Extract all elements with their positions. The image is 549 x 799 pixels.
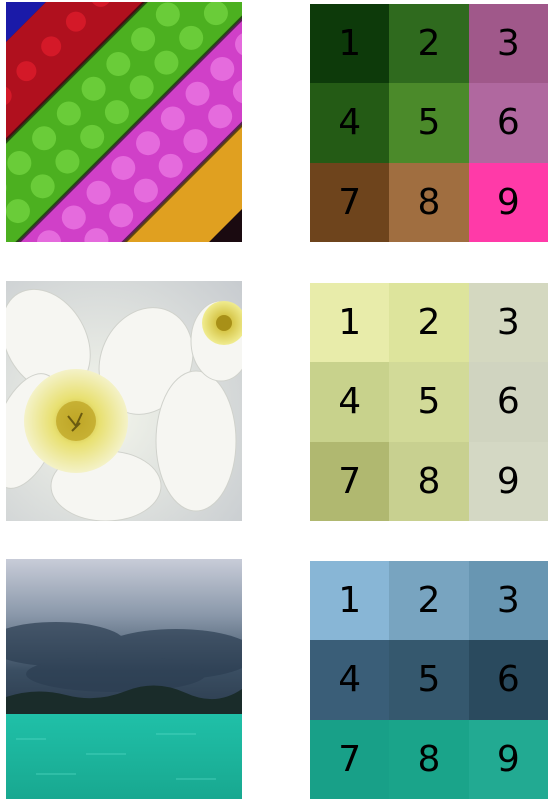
grid-cell: 8 <box>389 719 469 799</box>
grid-cell: 9 <box>468 162 548 242</box>
grid-cell: 2 <box>389 283 469 363</box>
grid-cell: 4 <box>310 362 390 442</box>
grid-cell: 3 <box>468 561 548 641</box>
grid-cell: 5 <box>389 640 469 720</box>
daffodil-color-grid: 1 2 3 4 5 6 7 8 9 <box>310 283 548 521</box>
grid-cell: 4 <box>310 640 390 720</box>
grid-cell: 3 <box>468 4 548 84</box>
grid-cell: 7 <box>310 719 390 799</box>
grid-cell: 4 <box>310 83 390 163</box>
grid-cell: 7 <box>310 441 390 521</box>
lego-bricks-photo <box>6 2 242 242</box>
daffodil-row: 1 2 3 4 5 6 7 8 9 <box>0 281 549 521</box>
grid-cell: 6 <box>468 640 548 720</box>
grid-cell: 8 <box>389 162 469 242</box>
grid-cell: 5 <box>389 83 469 163</box>
grid-cell: 1 <box>310 283 390 363</box>
seascape-row: 1 2 3 4 5 6 7 8 9 <box>0 559 549 799</box>
grid-cell: 1 <box>310 4 390 84</box>
lego-color-grid: 1 2 3 4 5 6 7 8 9 <box>310 4 548 242</box>
seascape-illustration <box>6 559 242 799</box>
grid-cell: 8 <box>389 441 469 521</box>
seascape-color-grid: 1 2 3 4 5 6 7 8 9 <box>310 561 548 799</box>
grid-cell: 9 <box>468 719 548 799</box>
grid-cell: 2 <box>389 561 469 641</box>
stormy-sea-photo <box>6 559 242 799</box>
lego-row: 1 2 3 4 5 6 7 8 9 <box>0 2 549 242</box>
grid-cell: 2 <box>389 4 469 84</box>
grid-cell: 1 <box>310 561 390 641</box>
grid-cell: 3 <box>468 283 548 363</box>
grid-cell: 9 <box>468 441 548 521</box>
daffodil-illustration <box>6 281 242 521</box>
daffodil-flower-photo <box>6 281 242 521</box>
grid-cell: 7 <box>310 162 390 242</box>
grid-cell: 5 <box>389 362 469 442</box>
grid-cell: 6 <box>468 362 548 442</box>
grid-cell: 6 <box>468 83 548 163</box>
lego-bricks-illustration <box>6 2 242 242</box>
